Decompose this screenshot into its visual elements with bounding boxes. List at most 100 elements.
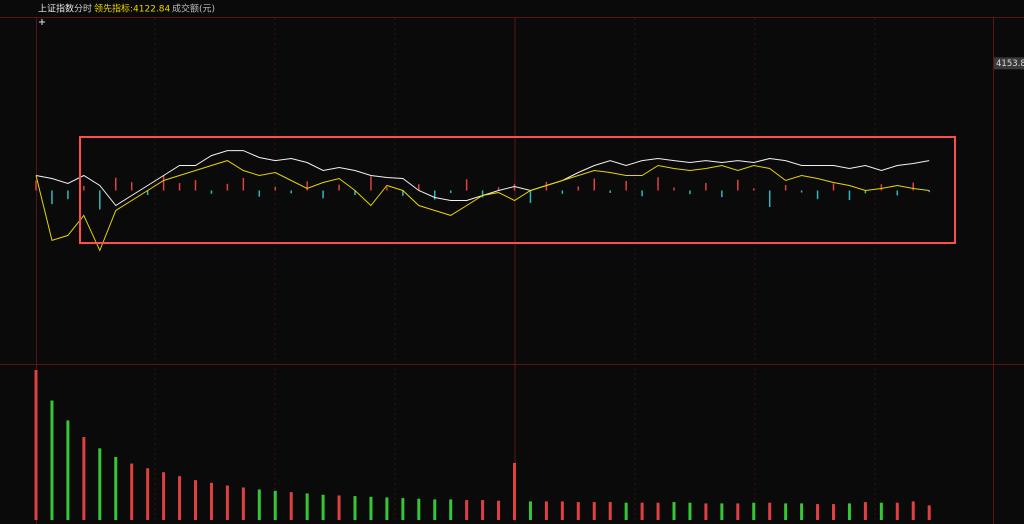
deviation-bar	[402, 190, 404, 196]
volume-bar	[832, 504, 835, 520]
volume-bar	[385, 497, 389, 520]
deviation-bar	[561, 190, 564, 194]
volume-bar	[321, 494, 325, 520]
deviation-bar	[146, 190, 149, 196]
volume-bar	[130, 463, 134, 520]
deviation-bar	[115, 177, 117, 191]
deviation-bar	[51, 190, 53, 205]
deviation-bar	[753, 188, 755, 191]
panel-frame	[0, 17, 1024, 524]
volume-bar	[576, 502, 580, 520]
deviation-bar	[370, 176, 372, 191]
deviation-bar	[465, 179, 468, 191]
deviation-bar	[99, 190, 101, 210]
volume-bar	[178, 476, 182, 520]
volume-bar	[194, 480, 197, 520]
deviation-bar	[354, 190, 356, 196]
highlight-box	[79, 136, 956, 244]
volume-bar	[879, 502, 883, 520]
price-tag-label: 4153.84	[996, 59, 1024, 69]
volume-bar	[465, 500, 469, 520]
deviation-bar	[449, 190, 452, 193]
volume-bar	[895, 502, 899, 520]
deviation-bar	[545, 181, 548, 191]
deviation-bar	[657, 177, 659, 191]
header-indicator: 领先指标:4122.84	[94, 3, 171, 15]
time-grid	[154, 18, 876, 522]
deviation-bar	[434, 190, 436, 200]
deviation-bar	[593, 178, 595, 191]
deviation-bar	[529, 190, 532, 203]
deviation-bar	[832, 183, 835, 191]
marks-layer	[34, 150, 931, 520]
volume-bar	[401, 498, 405, 520]
volume-bar	[528, 501, 532, 520]
header-mode: 分时	[74, 3, 92, 15]
header-title: 上证指数	[38, 3, 74, 15]
deviation-bar	[242, 178, 245, 191]
deviation-bar	[338, 184, 340, 191]
volume-bar	[847, 503, 851, 520]
volume-bar	[241, 487, 245, 520]
volume-bar	[544, 501, 548, 520]
volume-bar	[34, 370, 38, 520]
volume-bar	[146, 468, 150, 520]
volume-bar	[736, 503, 740, 520]
volume-bar	[337, 495, 341, 520]
volume-bar	[82, 437, 86, 520]
volume-bar	[481, 500, 485, 520]
volume-bar	[369, 496, 373, 520]
price-tag-box	[994, 57, 1024, 70]
deviation-bar	[784, 185, 787, 191]
volume-bar	[50, 400, 54, 520]
deviation-bar	[513, 183, 516, 191]
deviation-bar	[689, 190, 691, 195]
volume-bar	[608, 502, 612, 520]
deviation-bar	[800, 190, 803, 193]
deviation-bar	[816, 190, 819, 200]
deviation-bar	[162, 175, 165, 191]
volume-bar	[768, 502, 772, 520]
volume-bar	[911, 501, 915, 520]
volume-bar	[114, 456, 118, 520]
header-volume: 成交额(元)	[172, 3, 215, 15]
volume-bar	[257, 489, 261, 520]
volume-bar	[98, 448, 102, 520]
volume-bar	[162, 472, 166, 520]
deviation-bar	[768, 190, 771, 207]
deviation-bar	[306, 181, 308, 191]
deviation-bar	[737, 179, 739, 191]
volume-bar	[927, 505, 931, 520]
deviation-bar	[83, 185, 85, 191]
volume-bar	[672, 502, 676, 520]
volume-bar	[592, 502, 596, 520]
price-line	[35, 160, 930, 252]
volume-bar	[225, 485, 229, 520]
deviation-bar	[641, 190, 643, 197]
deviation-bar	[481, 190, 484, 198]
volume-bar	[800, 503, 804, 520]
volume-bar	[640, 502, 644, 520]
volume-bar	[66, 420, 70, 520]
deviation-bar	[194, 180, 197, 191]
deviation-bar	[67, 190, 69, 200]
deviation-bar	[864, 190, 867, 194]
volume-bar	[209, 482, 213, 520]
deviation-bar	[497, 187, 500, 191]
volume-bar	[784, 503, 788, 520]
deviation-bar	[625, 180, 627, 191]
deviation-bar	[721, 190, 723, 198]
deviation-bar	[880, 184, 883, 191]
deviation-bar	[226, 183, 229, 191]
deviation-bar	[705, 183, 707, 191]
deviation-bar	[418, 184, 420, 191]
deviation-bar	[258, 190, 261, 197]
volume-bar	[353, 496, 357, 520]
volume-bar	[656, 502, 660, 520]
volume-bar	[863, 502, 867, 520]
deviation-bar	[577, 186, 580, 191]
deviation-bar	[848, 190, 851, 200]
deviation-bar	[928, 190, 930, 193]
deviation-bar	[178, 183, 181, 191]
